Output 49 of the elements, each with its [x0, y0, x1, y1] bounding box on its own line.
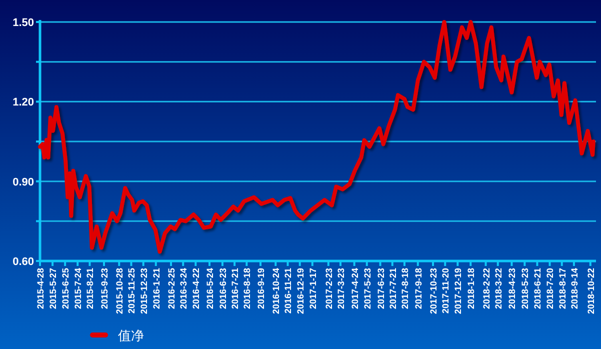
x-tick-label: 2015-9-23 [99, 268, 110, 310]
x-tick-label: 2016-10-24 [271, 268, 282, 314]
x-tick-label: 2017-6-23 [376, 268, 386, 310]
line-series [38, 20, 596, 254]
x-tick-label: 2016-7-21 [230, 268, 240, 310]
x-tick-label: 2016-5-24 [204, 268, 215, 310]
x-tick-label: 2017-10-23 [428, 268, 439, 314]
x-tick-label: 2017-2-23 [324, 268, 334, 310]
x-tick-label: 2016-6-23 [218, 268, 228, 310]
x-tick-label: 2018-5-23 [520, 268, 530, 310]
y-tick-label: 1.50 [12, 17, 34, 29]
x-tick-label: 2017-5-23 [362, 268, 372, 310]
x-tick-label: 2016-9-19 [256, 268, 266, 310]
x-tick-label: 2016-11-21 [283, 268, 294, 314]
x-tick-label: 2015-8-21 [85, 268, 96, 310]
x-tick-label: 2016-3-24 [178, 268, 189, 310]
x-tick-label: 2017-12-19 [453, 268, 464, 314]
y-tick-label: 0.60 [12, 256, 34, 268]
x-tick-label: 2015-4-28 [36, 268, 46, 310]
x-tick-label: 2017-3-23 [336, 268, 346, 310]
x-tick-label: 2018-1-18 [466, 268, 476, 310]
y-tick-label: 1.20 [12, 96, 34, 109]
x-tick-label: 2018-4-23 [507, 268, 518, 310]
x-tick-label: 2015-11-25 [126, 268, 137, 314]
x-tick-label: 2015-12-23 [138, 268, 149, 314]
legend-label: 值净 [118, 329, 144, 344]
x-tick-label: 2018-9-14 [569, 268, 580, 310]
x-tick-label: 2017-4-24 [350, 268, 360, 310]
x-tick-label: 2016-12-19 [295, 268, 306, 314]
x-tick-label: 2015-10-28 [114, 268, 125, 314]
x-tick-label: 2016-2-25 [166, 268, 176, 310]
x-tick-label: 2017-11-20 [440, 268, 451, 314]
x-tick-label: 2015-5-27 [48, 268, 58, 310]
x-tick-label: 2018-3-22 [493, 268, 504, 310]
x-tick-label: 2018-8-17 [557, 268, 568, 310]
y-tick-label: 0.90 [12, 176, 34, 188]
x-tick-label: 2016-1-21 [151, 268, 162, 310]
x-tick-label: 2018-6-21 [532, 268, 543, 310]
x-tick-label: 2015-7-24 [73, 268, 84, 310]
x-tick-label: 2017-1-17 [308, 268, 318, 310]
x-tick-label: 2017-8-18 [400, 268, 410, 310]
x-tick-label: 2016-4-22 [191, 268, 202, 310]
x-tick-label: 2018-2-22 [481, 268, 492, 310]
x-tick-label: 2015-6-25 [60, 268, 71, 310]
x-tick-label: 2017-7-21 [388, 268, 398, 310]
x-tick-label: 2016-8-18 [242, 268, 252, 310]
x-tick-label: 2018-10-22 [586, 268, 596, 314]
x-tick-label: 2018-7-20 [545, 268, 556, 310]
x-tick-label: 2017-9-18 [413, 268, 424, 310]
